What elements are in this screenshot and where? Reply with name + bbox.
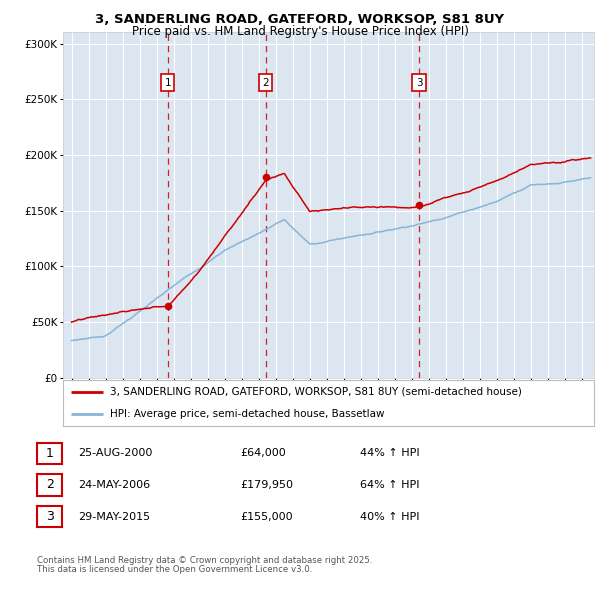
Text: 1: 1 — [46, 447, 54, 460]
Text: 3, SANDERLING ROAD, GATEFORD, WORKSOP, S81 8UY: 3, SANDERLING ROAD, GATEFORD, WORKSOP, S… — [95, 13, 505, 26]
Text: 1: 1 — [164, 77, 171, 87]
Text: Price paid vs. HM Land Registry's House Price Index (HPI): Price paid vs. HM Land Registry's House … — [131, 25, 469, 38]
Text: HPI: Average price, semi-detached house, Bassetlaw: HPI: Average price, semi-detached house,… — [110, 409, 384, 419]
Text: 2: 2 — [262, 77, 269, 87]
Text: 29-MAY-2015: 29-MAY-2015 — [78, 512, 150, 522]
Text: 3: 3 — [46, 510, 54, 523]
Text: 24-MAY-2006: 24-MAY-2006 — [78, 480, 150, 490]
Text: 25-AUG-2000: 25-AUG-2000 — [78, 448, 152, 458]
Text: 40% ↑ HPI: 40% ↑ HPI — [360, 512, 419, 522]
Text: £179,950: £179,950 — [240, 480, 293, 490]
Text: £155,000: £155,000 — [240, 512, 293, 522]
Text: 2: 2 — [46, 478, 54, 491]
Text: 3, SANDERLING ROAD, GATEFORD, WORKSOP, S81 8UY (semi-detached house): 3, SANDERLING ROAD, GATEFORD, WORKSOP, S… — [110, 387, 521, 397]
Text: 44% ↑ HPI: 44% ↑ HPI — [360, 448, 419, 458]
Text: £64,000: £64,000 — [240, 448, 286, 458]
Text: 3: 3 — [416, 77, 422, 87]
Text: Contains HM Land Registry data © Crown copyright and database right 2025.: Contains HM Land Registry data © Crown c… — [37, 556, 373, 565]
Text: 64% ↑ HPI: 64% ↑ HPI — [360, 480, 419, 490]
Text: This data is licensed under the Open Government Licence v3.0.: This data is licensed under the Open Gov… — [37, 565, 313, 574]
